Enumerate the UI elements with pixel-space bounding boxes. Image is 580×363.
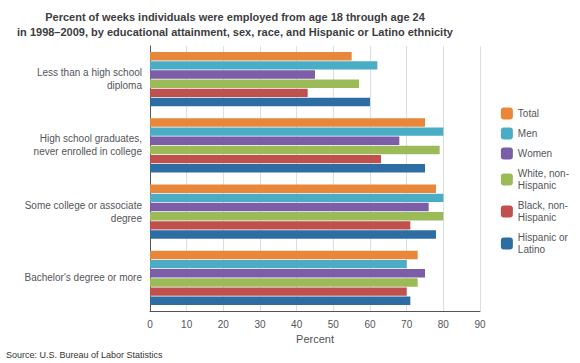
- svg-text:60: 60: [364, 319, 376, 330]
- svg-text:70: 70: [401, 319, 413, 330]
- svg-text:never enrolled in college: never enrolled in college: [34, 146, 143, 157]
- svg-text:Hispanic: Hispanic: [518, 180, 556, 191]
- svg-text:Total: Total: [518, 108, 539, 119]
- svg-text:Percent of weeks individuals w: Percent of weeks individuals were employ…: [45, 11, 426, 23]
- svg-text:in 1998–2009, by educational a: in 1998–2009, by educational attainment,…: [17, 26, 454, 38]
- svg-text:Men: Men: [518, 128, 537, 139]
- svg-text:degree: degree: [111, 213, 143, 224]
- svg-text:80: 80: [438, 319, 450, 330]
- svg-text:10: 10: [181, 319, 193, 330]
- svg-text:Latino: Latino: [518, 244, 546, 255]
- svg-text:0: 0: [147, 319, 153, 330]
- svg-text:30: 30: [254, 319, 266, 330]
- svg-text:Less than a high school: Less than a high school: [37, 67, 142, 78]
- svg-text:Hispanic or: Hispanic or: [518, 232, 569, 243]
- svg-text:Bachelor's degree or more: Bachelor's degree or more: [24, 272, 142, 283]
- svg-text:White, non-: White, non-: [518, 168, 569, 179]
- svg-text:50: 50: [328, 319, 340, 330]
- svg-text:Source: U.S. Bureau of Labor S: Source: U.S. Bureau of Labor Statistics: [6, 350, 163, 360]
- svg-text:Percent: Percent: [296, 333, 334, 345]
- svg-text:20: 20: [218, 319, 230, 330]
- svg-text:90: 90: [474, 319, 486, 330]
- svg-text:Women: Women: [518, 148, 552, 159]
- svg-text:Black, non-: Black, non-: [518, 200, 568, 211]
- svg-text:Some college or associate: Some college or associate: [25, 200, 143, 211]
- svg-text:Hispanic: Hispanic: [518, 212, 556, 223]
- svg-text:High school graduates,: High school graduates,: [40, 133, 142, 144]
- svg-text:40: 40: [291, 319, 303, 330]
- svg-text:diploma: diploma: [107, 80, 142, 91]
